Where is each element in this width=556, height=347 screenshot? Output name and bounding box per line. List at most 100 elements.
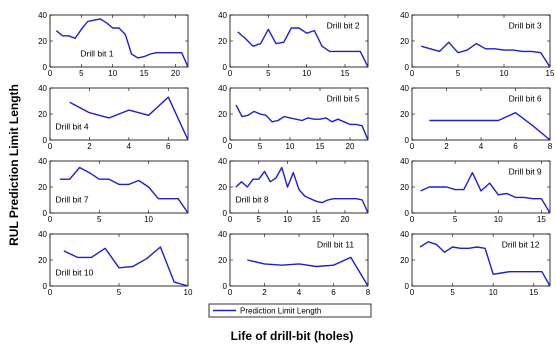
x-tick-label: 0 — [410, 215, 415, 224]
y-tick-label: 40 — [218, 11, 227, 20]
x-tick-label: 4 — [297, 288, 302, 297]
plot-frame — [411, 87, 551, 141]
drill-bit-label: Drill bit 5 — [327, 94, 360, 104]
x-tick-label: 6 — [166, 142, 171, 151]
plot-frame — [229, 87, 369, 141]
y-tick-label: 0 — [405, 209, 410, 218]
subplot-drill-bit-11: 0 2 4 6 8 0 20 40 Drill bit 11 — [218, 230, 371, 297]
y-tick-label: 40 — [400, 11, 409, 20]
drill-bit-label: Drill bit 8 — [236, 195, 269, 205]
y-tick-label: 0 — [223, 209, 228, 218]
x-axis-label: Life of drill-bit (holes) — [231, 329, 354, 343]
y-tick-label: 40 — [218, 230, 227, 239]
prediction-limit-line — [421, 41, 551, 68]
y-axis-label: RUL Prediction Limit Length — [7, 84, 21, 246]
subplot-drill-bit-5: 0 5 10 15 20 0 20 40 Drill bit 5 — [218, 84, 369, 151]
y-tick-label: 40 — [400, 157, 409, 166]
drill-bit-label: Drill bit 3 — [509, 21, 542, 31]
y-tick-label: 40 — [400, 230, 409, 239]
x-tick-label: 15 — [312, 215, 321, 224]
x-tick-label: 15 — [316, 142, 325, 151]
legend-box — [208, 303, 372, 318]
x-tick-label: 15 — [341, 69, 350, 78]
prediction-limit-line — [420, 171, 551, 214]
subplot-drill-bit-10: 0 5 10 0 20 40 Drill bit 10 — [38, 230, 193, 297]
x-tick-label: 10 — [489, 288, 498, 297]
prediction-limit-line — [59, 166, 189, 214]
x-tick-label: 0 — [48, 288, 53, 297]
x-tick-label: 0 — [228, 215, 233, 224]
y-tick-label: 0 — [223, 63, 228, 72]
subplot-drill-bit-8: 0 5 10 15 20 0 20 40 Drill bit 8 — [218, 157, 369, 224]
x-tick-label: 15 — [140, 69, 149, 78]
y-tick-label: 40 — [38, 84, 47, 93]
x-tick-label: 0 — [228, 288, 233, 297]
y-tick-label: 20 — [400, 256, 409, 265]
y-tick-label: 0 — [223, 136, 228, 145]
y-tick-label: 20 — [400, 183, 409, 192]
prediction-limit-line — [69, 96, 189, 141]
subplot-drill-bit-6: 0 2 4 6 8 0 20 40 Drill bit 6 — [400, 84, 553, 151]
y-tick-label: 0 — [43, 63, 48, 72]
y-tick-label: 40 — [218, 84, 227, 93]
x-tick-label: 8 — [366, 288, 371, 297]
x-tick-label: 10 — [302, 69, 311, 78]
y-tick-label: 0 — [405, 282, 410, 291]
x-tick-label: 2 — [444, 142, 449, 151]
x-tick-label: 20 — [346, 142, 355, 151]
drill-bit-label: Drill bit 9 — [509, 167, 542, 177]
x-tick-label: 5 — [266, 69, 271, 78]
drill-bit-label: Drill bit 7 — [56, 195, 89, 205]
subplot-drill-bit-12: 0 5 10 15 0 20 40 Drill bit 12 — [400, 230, 551, 297]
x-tick-label: 8 — [548, 142, 553, 151]
plot-frame — [49, 160, 189, 214]
prediction-limit-line — [237, 27, 369, 68]
y-tick-label: 40 — [400, 84, 409, 93]
y-tick-label: 0 — [43, 136, 48, 145]
x-tick-label: 4 — [479, 142, 484, 151]
y-tick-label: 0 — [223, 282, 228, 291]
x-tick-label: 5 — [117, 288, 122, 297]
y-tick-label: 20 — [38, 110, 47, 119]
x-tick-label: 2 — [262, 288, 267, 297]
plot-frame — [411, 14, 551, 68]
x-tick-label: 0 — [48, 142, 53, 151]
y-tick-label: 40 — [38, 157, 47, 166]
x-tick-label: 0 — [48, 215, 53, 224]
x-tick-label: 10 — [184, 288, 193, 297]
x-tick-label: 6 — [513, 142, 518, 151]
plot-frame — [229, 14, 369, 68]
y-tick-label: 20 — [218, 256, 227, 265]
y-tick-label: 40 — [38, 11, 47, 20]
y-tick-label: 20 — [38, 37, 47, 46]
y-tick-label: 20 — [400, 37, 409, 46]
drill-bit-label: Drill bit 11 — [317, 240, 354, 250]
prediction-limit-line — [247, 256, 369, 287]
plot-frame — [49, 14, 189, 68]
prediction-limit-line — [429, 111, 551, 141]
y-tick-label: 0 — [43, 282, 48, 291]
legend-label: Prediction Limit Length — [240, 307, 321, 316]
x-tick-label: 4 — [127, 142, 132, 151]
subplot-drill-bit-2: 0 5 10 15 0 20 40 Drill bit 2 — [218, 11, 369, 78]
prediction-limit-line — [63, 246, 189, 287]
x-tick-label: 5 — [456, 69, 461, 78]
x-tick-label: 5 — [257, 215, 262, 224]
y-tick-label: 20 — [38, 183, 47, 192]
x-tick-label: 0 — [410, 142, 415, 151]
subplot-drill-bit-1: 0 5 10 15 20 0 20 40 Drill bit 1 — [38, 11, 189, 78]
prediction-limit-line — [55, 18, 189, 68]
y-tick-label: 40 — [38, 230, 47, 239]
plot-frame — [49, 233, 189, 287]
y-tick-label: 0 — [43, 209, 48, 218]
x-tick-label: 2 — [87, 142, 92, 151]
x-tick-label: 0 — [48, 69, 53, 78]
prediction-limit-line — [235, 104, 369, 141]
y-tick-label: 20 — [400, 110, 409, 119]
x-tick-label: 10 — [500, 69, 509, 78]
subplot-drill-bit-3: 0 5 10 15 0 20 40 Drill bit 3 — [400, 11, 555, 78]
x-tick-label: 20 — [171, 69, 180, 78]
x-tick-label: 5 — [450, 288, 455, 297]
legend: Prediction Limit Length — [208, 303, 372, 318]
